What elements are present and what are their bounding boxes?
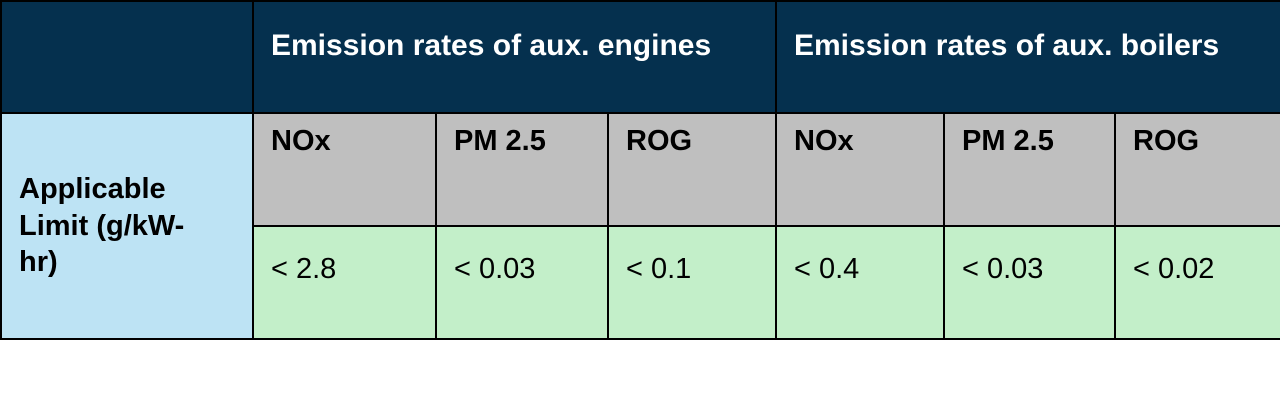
value-rog-boilers: < 0.02 (1114, 225, 1280, 340)
col-header-pm25-engines: PM 2.5 (435, 112, 609, 227)
col-header-pm25-boilers: PM 2.5 (943, 112, 1116, 227)
values-row: < 2.8 < 0.03 < 0.1 < 0.4 < 0.03 < 0.02 (1, 225, 1280, 340)
value-pm25-engines: < 0.03 (435, 225, 609, 340)
row-header-applicable-limit: Applicable Limit (g/kW-hr) (0, 112, 254, 340)
col-header-rog-boilers: ROG (1114, 112, 1280, 227)
corner-cell (0, 0, 254, 114)
group-header-aux-engines: Emission rates of aux. engines (252, 0, 777, 114)
emission-rates-table: Emission rates of aux. engines Emission … (0, 0, 1280, 340)
value-rog-engines: < 0.1 (607, 225, 777, 340)
row-header-label: Applicable Limit (g/kW-hr) (19, 172, 185, 279)
value-pm25-boilers: < 0.03 (943, 225, 1116, 340)
col-header-nox-boilers: NOx (775, 112, 945, 227)
col-header-rog-engines: ROG (607, 112, 777, 227)
group-header-aux-boilers: Emission rates of aux. boilers (775, 0, 1280, 114)
group-header-row: Emission rates of aux. engines Emission … (0, 0, 1280, 114)
col-header-nox-engines: NOx (252, 112, 437, 227)
value-nox-boilers: < 0.4 (775, 225, 945, 340)
value-nox-engines: < 2.8 (252, 225, 437, 340)
column-header-row: Applicable Limit (g/kW-hr) NOx PM 2.5 RO… (0, 112, 1280, 340)
